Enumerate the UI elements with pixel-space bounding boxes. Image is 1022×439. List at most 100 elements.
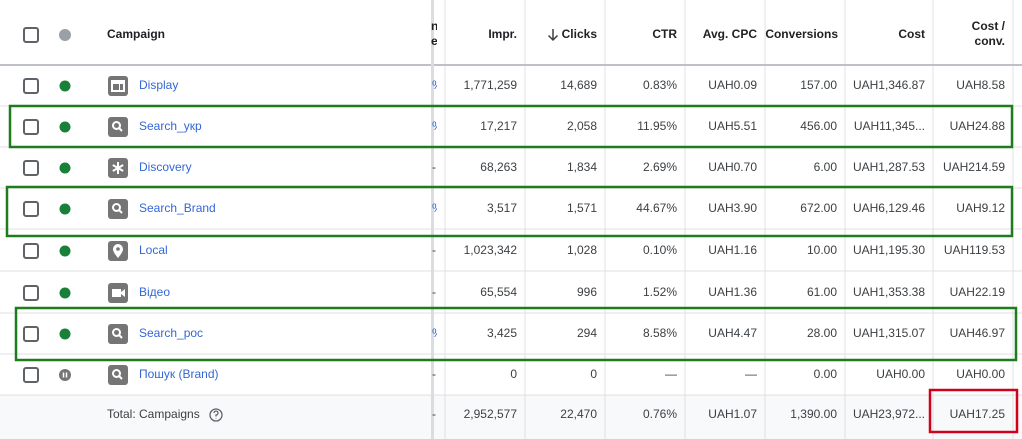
ctr-value: 8.58% (643, 326, 677, 340)
header-conversions[interactable]: Conversions (765, 27, 838, 41)
header-clicks[interactable]: Clicks (562, 27, 598, 41)
clicks-value: 1,571 (567, 201, 597, 215)
partial-cell: % (432, 119, 437, 133)
clicks-value: 996 (577, 285, 597, 299)
impr-value: 65,554 (480, 285, 517, 299)
header-partial: e (431, 34, 438, 48)
impr-value: 17,217 (480, 119, 517, 133)
rows: Display% 1,771,259 14,689 0.83% UAH0.09 157.0… (23, 76, 1006, 422)
ctr-value: 0.83% (643, 78, 677, 92)
row-checkbox[interactable] (23, 201, 39, 217)
cost-value: UAH1,315.07 (853, 326, 925, 340)
annotations (5, 104, 1019, 434)
status-enabled (59, 162, 71, 174)
campaign-type-icon (108, 117, 128, 137)
partial-cell: - (432, 367, 436, 381)
partial-cell: - (432, 243, 436, 257)
highlight-box (8, 104, 1014, 149)
impr-value: 68,263 (480, 160, 517, 174)
row-checkbox[interactable] (23, 285, 39, 301)
highlight-box (14, 306, 1018, 362)
ctr-value: 0.10% (643, 243, 677, 257)
campaign-type-icon (108, 365, 128, 385)
header-cost[interactable]: Cost (898, 27, 925, 41)
total-label: Total: Campaigns (107, 407, 200, 421)
help-icon[interactable] (209, 408, 223, 422)
row-checkbox[interactable] (23, 367, 39, 383)
clicks-value: 1,834 (567, 160, 597, 174)
campaign-type-icon (108, 199, 128, 219)
select-all-checkbox[interactable] (23, 27, 39, 43)
status-enabled (59, 328, 71, 340)
campaign-link[interactable]: Search_укр (139, 119, 202, 133)
icon-glyph (113, 244, 123, 258)
avg-cpc-value: UAH4.47 (708, 326, 757, 340)
ctr-value: 44.67% (636, 201, 677, 215)
header-cost-conv[interactable]: conv. (975, 34, 1005, 48)
ctr-value: 2.69% (643, 160, 677, 174)
campaign-link[interactable]: Discovery (139, 160, 192, 174)
row-checkbox[interactable] (23, 160, 39, 176)
status-enabled (59, 80, 71, 92)
row-checkbox[interactable] (23, 243, 39, 259)
header-cost-conv[interactable]: Cost / (972, 19, 1006, 33)
header-impr[interactable]: Impr. (488, 27, 517, 41)
ctr-value: — (665, 367, 677, 381)
row-checkbox[interactable] (23, 119, 39, 135)
cost-conv-value: UAH17.25 (950, 407, 1006, 421)
partial-value: - (432, 367, 436, 381)
partial-cell: - (432, 285, 436, 299)
highlight-box (5, 185, 1014, 238)
clicks-value: 294 (577, 326, 597, 340)
header-campaign: Campaign (107, 27, 165, 41)
partial-cell: % (432, 78, 443, 92)
header-avg-cpc[interactable]: Avg. CPC (703, 27, 758, 41)
icon-glyph (118, 334, 123, 339)
conversions-value: 456.00 (800, 119, 837, 133)
avg-cpc-value: UAH0.09 (708, 78, 757, 92)
conversions-value: 28.00 (807, 326, 837, 340)
cost-conv-value: UAH119.53 (944, 243, 1005, 257)
status-enabled (59, 121, 71, 133)
impr-value: 0 (510, 367, 517, 381)
cost-conv-value: UAH24.88 (950, 119, 1006, 133)
icon-glyph (113, 84, 119, 90)
avg-cpc-value: UAH1.07 (708, 407, 757, 421)
header-ctr[interactable]: CTR (652, 27, 677, 41)
campaign-link[interactable]: Пошук (Brand) (139, 367, 219, 381)
conversions-value: 10.00 (807, 243, 837, 257)
row-checkbox[interactable] (23, 78, 39, 94)
partial-cell: % (432, 201, 437, 215)
partial-value: % (432, 78, 443, 92)
ctr-value: 1.52% (643, 285, 677, 299)
cost-value: UAH1,287.53 (853, 160, 925, 174)
campaign-link[interactable]: Local (139, 243, 168, 257)
partial-value: - (432, 243, 436, 257)
icon-glyph (112, 121, 121, 130)
icon-glyph (112, 328, 121, 337)
cost-value: UAH6,129.46 (853, 201, 925, 215)
icon-glyph (118, 375, 123, 380)
cost-value: UAH23,972... (853, 407, 925, 421)
status-paused-glyph (62, 372, 68, 378)
status-enabled (59, 245, 71, 257)
partial-value: - (432, 407, 436, 421)
total-row-bg (0, 395, 1022, 439)
cost-conv-value: UAH22.19 (950, 285, 1006, 299)
cost-conv-value: UAH46.97 (950, 326, 1006, 340)
cost-value: UAH1,195.30 (853, 243, 925, 257)
row-checkbox[interactable] (23, 326, 39, 342)
campaign-link[interactable]: Відео (139, 285, 170, 299)
partial-value: - (432, 285, 436, 299)
campaign-link[interactable]: Display (139, 78, 178, 92)
impr-value: 2,952,577 (464, 407, 518, 421)
cost-conv-value: UAH214.59 (943, 160, 1005, 174)
cost-value: UAH0.00 (876, 367, 925, 381)
campaign-link[interactable]: Search_рос (139, 326, 203, 340)
conversions-value: 0.00 (814, 367, 838, 381)
cost-value: UAH1,353.38 (853, 285, 925, 299)
campaign-link[interactable]: Search_Brand (139, 201, 216, 215)
status-enabled (59, 287, 71, 299)
avg-cpc-value: UAH3.90 (708, 201, 757, 215)
